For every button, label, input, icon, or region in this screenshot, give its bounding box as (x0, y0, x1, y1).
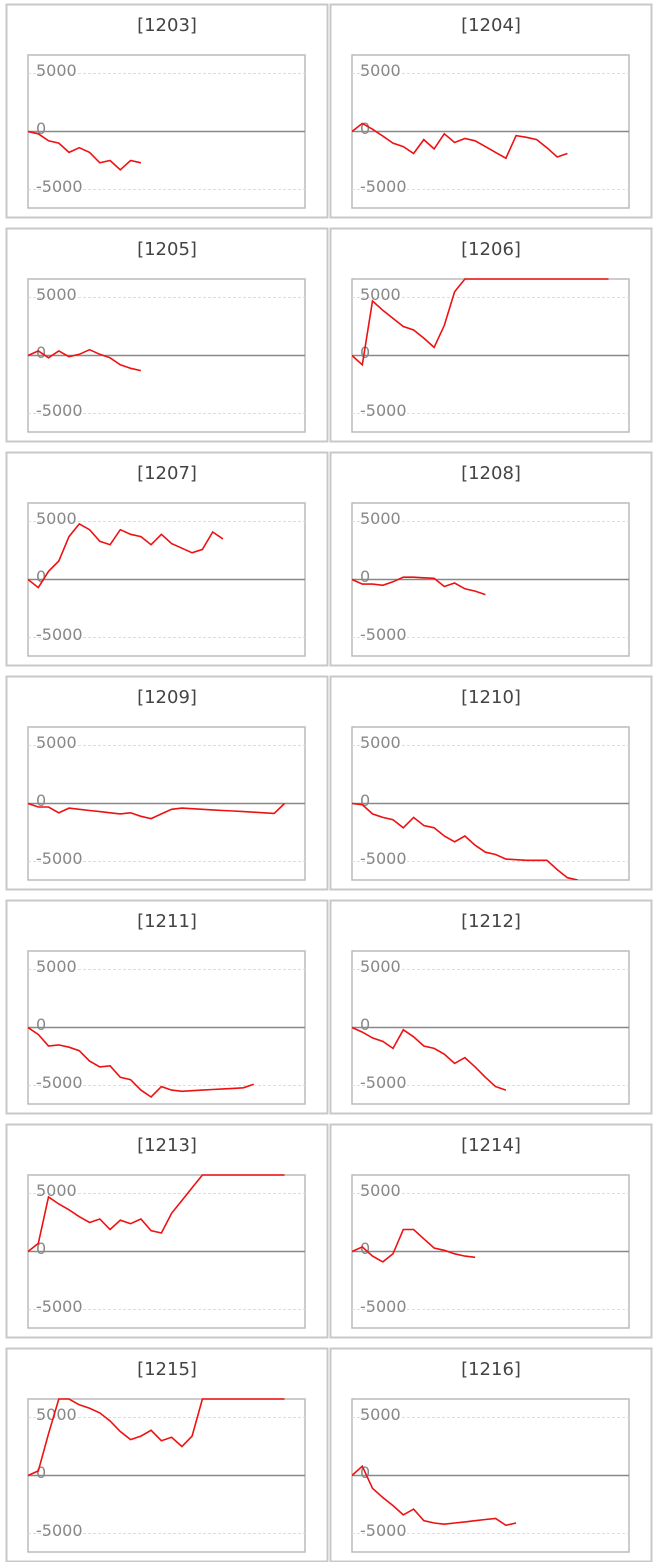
chart-title: [1210] (461, 687, 521, 708)
data-line (28, 130, 142, 171)
panel-border (5, 227, 329, 443)
data-line (28, 802, 286, 820)
y-tick-label: 0 (36, 119, 46, 138)
chart-panel: [1210] -5000 0 5000 (329, 675, 653, 891)
y-tick-label: 5000 (360, 1405, 401, 1424)
y-tick-label: 5000 (36, 733, 77, 752)
chart-panel: [1209] -5000 0 5000 (5, 675, 329, 891)
data-line (28, 1174, 285, 1253)
data-line (28, 1026, 254, 1099)
chart-panel: [1215] -5000 0 5000 (5, 1347, 329, 1563)
y-tick-label: 5000 (360, 733, 401, 752)
chart-title: [1211] (137, 911, 197, 932)
panel-border (329, 227, 653, 443)
y-tick-label: -5000 (360, 401, 407, 420)
data-line (352, 576, 486, 596)
y-tick-label: -5000 (360, 849, 407, 868)
chart-title: [1209] (137, 687, 197, 708)
chart-title: [1205] (137, 239, 197, 260)
data-line (352, 1026, 507, 1091)
y-tick-label: 0 (360, 343, 370, 362)
y-tick-label: 5000 (360, 285, 401, 304)
y-tick-label: 0 (36, 791, 46, 810)
data-line (28, 348, 142, 372)
chart-title: [1204] (461, 15, 521, 36)
y-tick-label: 0 (36, 567, 46, 586)
y-tick-label: -5000 (36, 625, 83, 644)
chart-title: [1213] (137, 1135, 197, 1156)
y-tick-label: -5000 (360, 1297, 407, 1316)
panel-border (329, 1347, 653, 1563)
panel-border (329, 1123, 653, 1339)
panel-border (329, 451, 653, 667)
chart-title: [1203] (137, 15, 197, 36)
y-tick-label: -5000 (36, 1073, 83, 1092)
y-tick-label: 0 (360, 1015, 370, 1034)
y-tick-label: 0 (36, 1463, 46, 1482)
y-tick-label: 5000 (36, 509, 77, 528)
chart-panel: [1204] -5000 0 5000 (329, 3, 653, 219)
y-tick-label: 5000 (36, 61, 77, 80)
chart-panel: [1203] -5000 0 5000 (5, 3, 329, 219)
y-tick-label: 5000 (360, 1181, 401, 1200)
data-line (352, 1228, 476, 1263)
y-tick-label: -5000 (36, 177, 83, 196)
chart-title: [1212] (461, 911, 521, 932)
y-tick-label: 0 (36, 1239, 46, 1258)
y-tick-label: 5000 (36, 285, 77, 304)
y-tick-label: 0 (36, 1015, 46, 1034)
chart-title: [1216] (461, 1359, 521, 1380)
chart-title: [1206] (461, 239, 521, 260)
chart-title: [1215] (137, 1359, 197, 1380)
data-line (28, 1398, 285, 1477)
y-tick-label: 0 (360, 119, 370, 138)
y-tick-label: -5000 (360, 625, 407, 644)
data-line (352, 278, 609, 367)
y-tick-label: -5000 (36, 849, 83, 868)
panel-border (5, 675, 329, 891)
chart-title: [1208] (461, 463, 521, 484)
y-tick-label: -5000 (360, 1521, 407, 1540)
data-line (28, 522, 224, 589)
panel-border (329, 899, 653, 1115)
y-tick-label: 5000 (36, 957, 77, 976)
y-tick-label: 5000 (360, 509, 401, 528)
y-tick-label: 5000 (360, 957, 401, 976)
data-line (352, 802, 578, 880)
y-tick-label: 5000 (36, 1405, 77, 1424)
y-tick-label: -5000 (36, 1521, 83, 1540)
chart-panel: [1211] -5000 0 5000 (5, 899, 329, 1115)
chart-panel: [1212] -5000 0 5000 (329, 899, 653, 1115)
data-line (352, 1464, 517, 1527)
chart-panel: [1208] -5000 0 5000 (329, 451, 653, 667)
chart-title: [1214] (461, 1135, 521, 1156)
y-tick-label: 0 (360, 567, 370, 586)
y-tick-label: -5000 (360, 177, 407, 196)
chart-title: [1207] (137, 463, 197, 484)
y-tick-label: 5000 (36, 1181, 77, 1200)
chart-panel: [1207] -5000 0 5000 (5, 451, 329, 667)
chart-panel: [1213] -5000 0 5000 (5, 1123, 329, 1339)
y-tick-label: -5000 (360, 1073, 407, 1092)
panel-border (5, 899, 329, 1115)
y-tick-label: -5000 (36, 401, 83, 420)
panel-border (5, 1123, 329, 1339)
y-tick-label: 0 (360, 791, 370, 810)
panel-border (329, 3, 653, 219)
chart-panel: [1206] -5000 0 5000 (329, 227, 653, 443)
y-tick-label: -5000 (36, 1297, 83, 1316)
data-line (352, 122, 568, 160)
y-tick-label: 5000 (360, 61, 401, 80)
panel-border (5, 3, 329, 219)
